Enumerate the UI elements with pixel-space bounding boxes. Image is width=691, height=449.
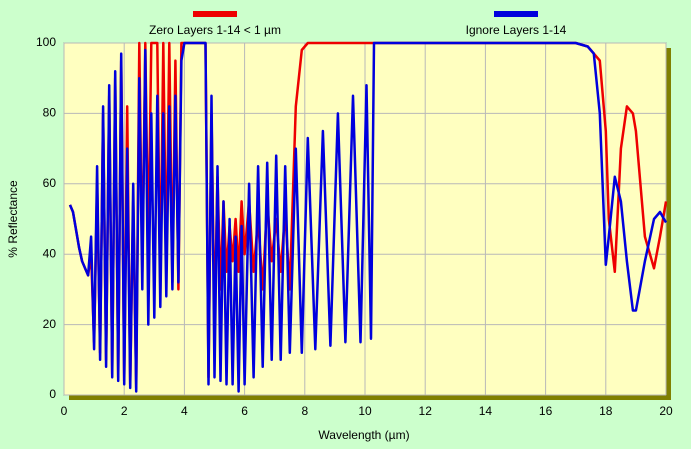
x-tick-label: 4 xyxy=(181,404,188,418)
x-tick-label: 2 xyxy=(121,404,128,418)
y-tick-label: 40 xyxy=(43,246,57,260)
y-tick-label: 0 xyxy=(49,387,56,401)
x-tick-label: 0 xyxy=(61,404,68,418)
x-tick-label: 12 xyxy=(419,404,433,418)
y-tick-label: 80 xyxy=(43,106,57,120)
y-tick-label: 20 xyxy=(43,317,57,331)
legend-label: Ignore Layers 1-14 xyxy=(466,23,567,37)
x-tick-label: 18 xyxy=(599,404,613,418)
x-tick-label: 8 xyxy=(301,404,308,418)
y-tick-label: 100 xyxy=(36,35,56,49)
x-tick-label: 14 xyxy=(479,404,493,418)
x-axis-label: Wavelength (µm) xyxy=(318,428,409,442)
x-tick-label: 6 xyxy=(241,404,248,418)
legend-swatch xyxy=(193,11,237,17)
legend-label: Zero Layers 1-14 < 1 µm xyxy=(149,23,281,37)
series-line xyxy=(68,41,668,393)
x-tick-label: 16 xyxy=(539,404,553,418)
legend-swatch xyxy=(494,11,538,17)
y-tick-label: 60 xyxy=(43,176,57,190)
x-tick-label: 10 xyxy=(358,404,372,418)
x-tick-label: 20 xyxy=(659,404,673,418)
y-axis-label: % Reflectance xyxy=(6,180,20,258)
